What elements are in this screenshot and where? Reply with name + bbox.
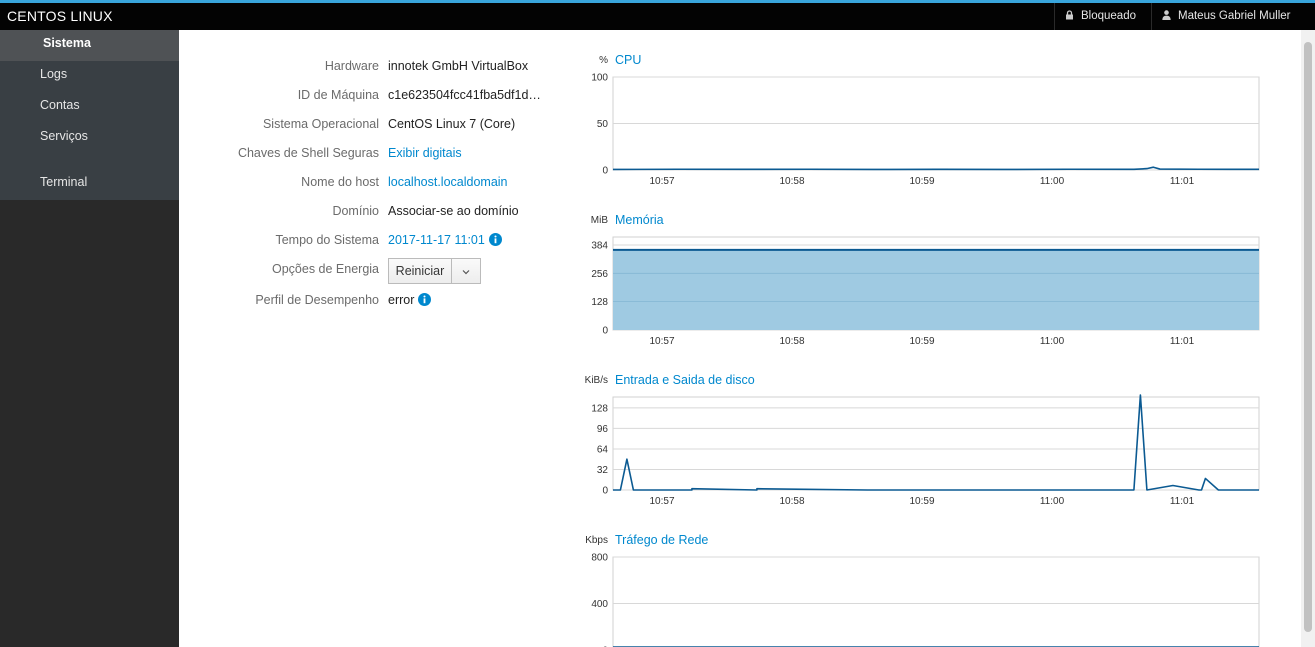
disk-x-tick-label: 10:59 xyxy=(909,496,934,507)
network-y-tick-label: 800 xyxy=(591,553,608,564)
system-time-link[interactable]: 2017-11-17 11:01 xyxy=(388,233,485,247)
cpu-series-line xyxy=(613,166,1259,171)
ssh-fingerprints-link[interactable]: Exibir digitais xyxy=(388,146,462,160)
cpu-graph-title[interactable]: CPU xyxy=(615,53,642,67)
machine-id-label: ID de Máquina xyxy=(297,88,379,102)
restart-button[interactable]: Reiniciar xyxy=(388,258,452,284)
ssh-keys-label: Chaves de Shell Seguras xyxy=(237,146,379,160)
disk-x-tick-label: 10:57 xyxy=(649,496,674,507)
disk-graph-title[interactable]: Entrada e Saida de disco xyxy=(615,373,755,387)
info-icon[interactable] xyxy=(418,293,432,306)
cpu-y-tick-label: 50 xyxy=(597,119,609,130)
network-unit: Kbps xyxy=(585,535,608,546)
machine-id-value: c1e623504fcc41fba5df1d… xyxy=(388,88,541,102)
memory-x-tick-label: 11:00 xyxy=(1040,336,1065,347)
cpu-y-tick-label: 0 xyxy=(602,166,608,177)
disk-y-tick-label: 32 xyxy=(597,465,609,476)
top-bar: CENTOS LINUX Bloqueado Mateus Gabriel Mu… xyxy=(0,0,1315,47)
hostname-link[interactable]: localhost.localdomain xyxy=(388,175,508,189)
info-icon[interactable] xyxy=(488,233,502,246)
hostname-label: Nome do host xyxy=(301,175,379,189)
memory-unit: MiB xyxy=(590,215,608,226)
network-graph-title[interactable]: Tráfego de Rede xyxy=(615,533,709,547)
cpu-x-tick-label: 11:00 xyxy=(1040,176,1065,187)
cpu-unit: % xyxy=(599,55,608,66)
sidebar-item-contas[interactable]: Contas xyxy=(40,98,80,112)
lock-status-button[interactable]: Bloqueado xyxy=(1054,3,1151,30)
sidebar-item-sistema[interactable]: Sistema xyxy=(0,30,179,61)
disk-series-line xyxy=(613,394,1259,491)
network-y-tick-label: 400 xyxy=(591,599,608,610)
user-icon xyxy=(1162,10,1171,20)
disk-x-tick-label: 10:58 xyxy=(779,496,804,507)
system-time-row: 2017-11-17 11:01 xyxy=(388,233,502,247)
os-value: CentOS Linux 7 (Core) xyxy=(388,117,516,131)
memory-x-tick-label: 10:59 xyxy=(909,336,934,347)
sidebar: Sistema Logs Contas Serviços Terminal xyxy=(0,30,179,647)
network-y-tick-label: 0 xyxy=(602,646,608,647)
memory-area-fill xyxy=(613,249,1259,330)
scrollbar[interactable] xyxy=(1301,30,1315,647)
power-options-label: Opções de Energia xyxy=(271,262,379,276)
memory-graph-title[interactable]: Memória xyxy=(615,213,664,227)
memory-x-tick-label: 10:58 xyxy=(779,336,804,347)
scrollbar-thumb[interactable] xyxy=(1304,42,1312,632)
chevron-down-icon xyxy=(462,270,470,275)
disk-y-tick-label: 128 xyxy=(591,403,608,414)
disk-y-tick-label: 96 xyxy=(597,424,609,435)
domain-label: Domínio xyxy=(332,204,379,218)
os-label: Sistema Operacional xyxy=(262,117,379,131)
cpu-y-tick-label: 100 xyxy=(591,73,608,84)
disk-x-tick-label: 11:01 xyxy=(1170,496,1195,507)
disk-y-tick-label: 64 xyxy=(597,444,609,455)
cpu-x-tick-label: 10:57 xyxy=(649,176,674,187)
performance-profile-row: error xyxy=(388,293,432,307)
disk-x-tick-label: 11:00 xyxy=(1040,496,1065,507)
lock-status-label: Bloqueado xyxy=(1081,10,1136,22)
sidebar-item-servicos[interactable]: Serviços xyxy=(40,129,88,143)
system-time-label: Tempo do Sistema xyxy=(275,233,379,247)
memory-y-tick-label: 256 xyxy=(591,269,608,280)
user-name: Mateus Gabriel Muller xyxy=(1178,10,1291,22)
cpu-x-tick-label: 10:58 xyxy=(779,176,804,187)
cpu-x-tick-label: 11:01 xyxy=(1170,176,1195,187)
join-domain-link[interactable]: Associar-se ao domínio xyxy=(388,204,519,218)
hardware-label: Hardware xyxy=(324,59,379,73)
disk-unit: KiB/s xyxy=(584,375,608,386)
performance-profile-value[interactable]: error xyxy=(388,293,415,307)
cpu-x-tick-label: 10:59 xyxy=(909,176,934,187)
memory-y-tick-label: 0 xyxy=(602,326,608,337)
memory-y-tick-label: 128 xyxy=(591,297,608,308)
brand-title: CENTOS LINUX xyxy=(7,8,113,24)
disk-plot-frame xyxy=(612,396,1260,491)
memory-x-tick-label: 11:01 xyxy=(1170,336,1195,347)
sidebar-item-logs[interactable]: Logs xyxy=(40,67,68,81)
power-options-dropdown[interactable] xyxy=(451,258,481,284)
network-plot-frame xyxy=(612,556,1260,647)
sidebar-item-terminal[interactable]: Terminal xyxy=(40,175,88,189)
memory-y-tick-label: 384 xyxy=(591,240,608,251)
lock-icon xyxy=(1066,10,1073,20)
hardware-value: innotek GmbH VirtualBox xyxy=(388,59,529,73)
disk-y-tick-label: 0 xyxy=(602,486,608,497)
performance-profile-label: Perfil de Desempenho xyxy=(255,293,379,307)
memory-x-tick-label: 10:57 xyxy=(649,336,674,347)
